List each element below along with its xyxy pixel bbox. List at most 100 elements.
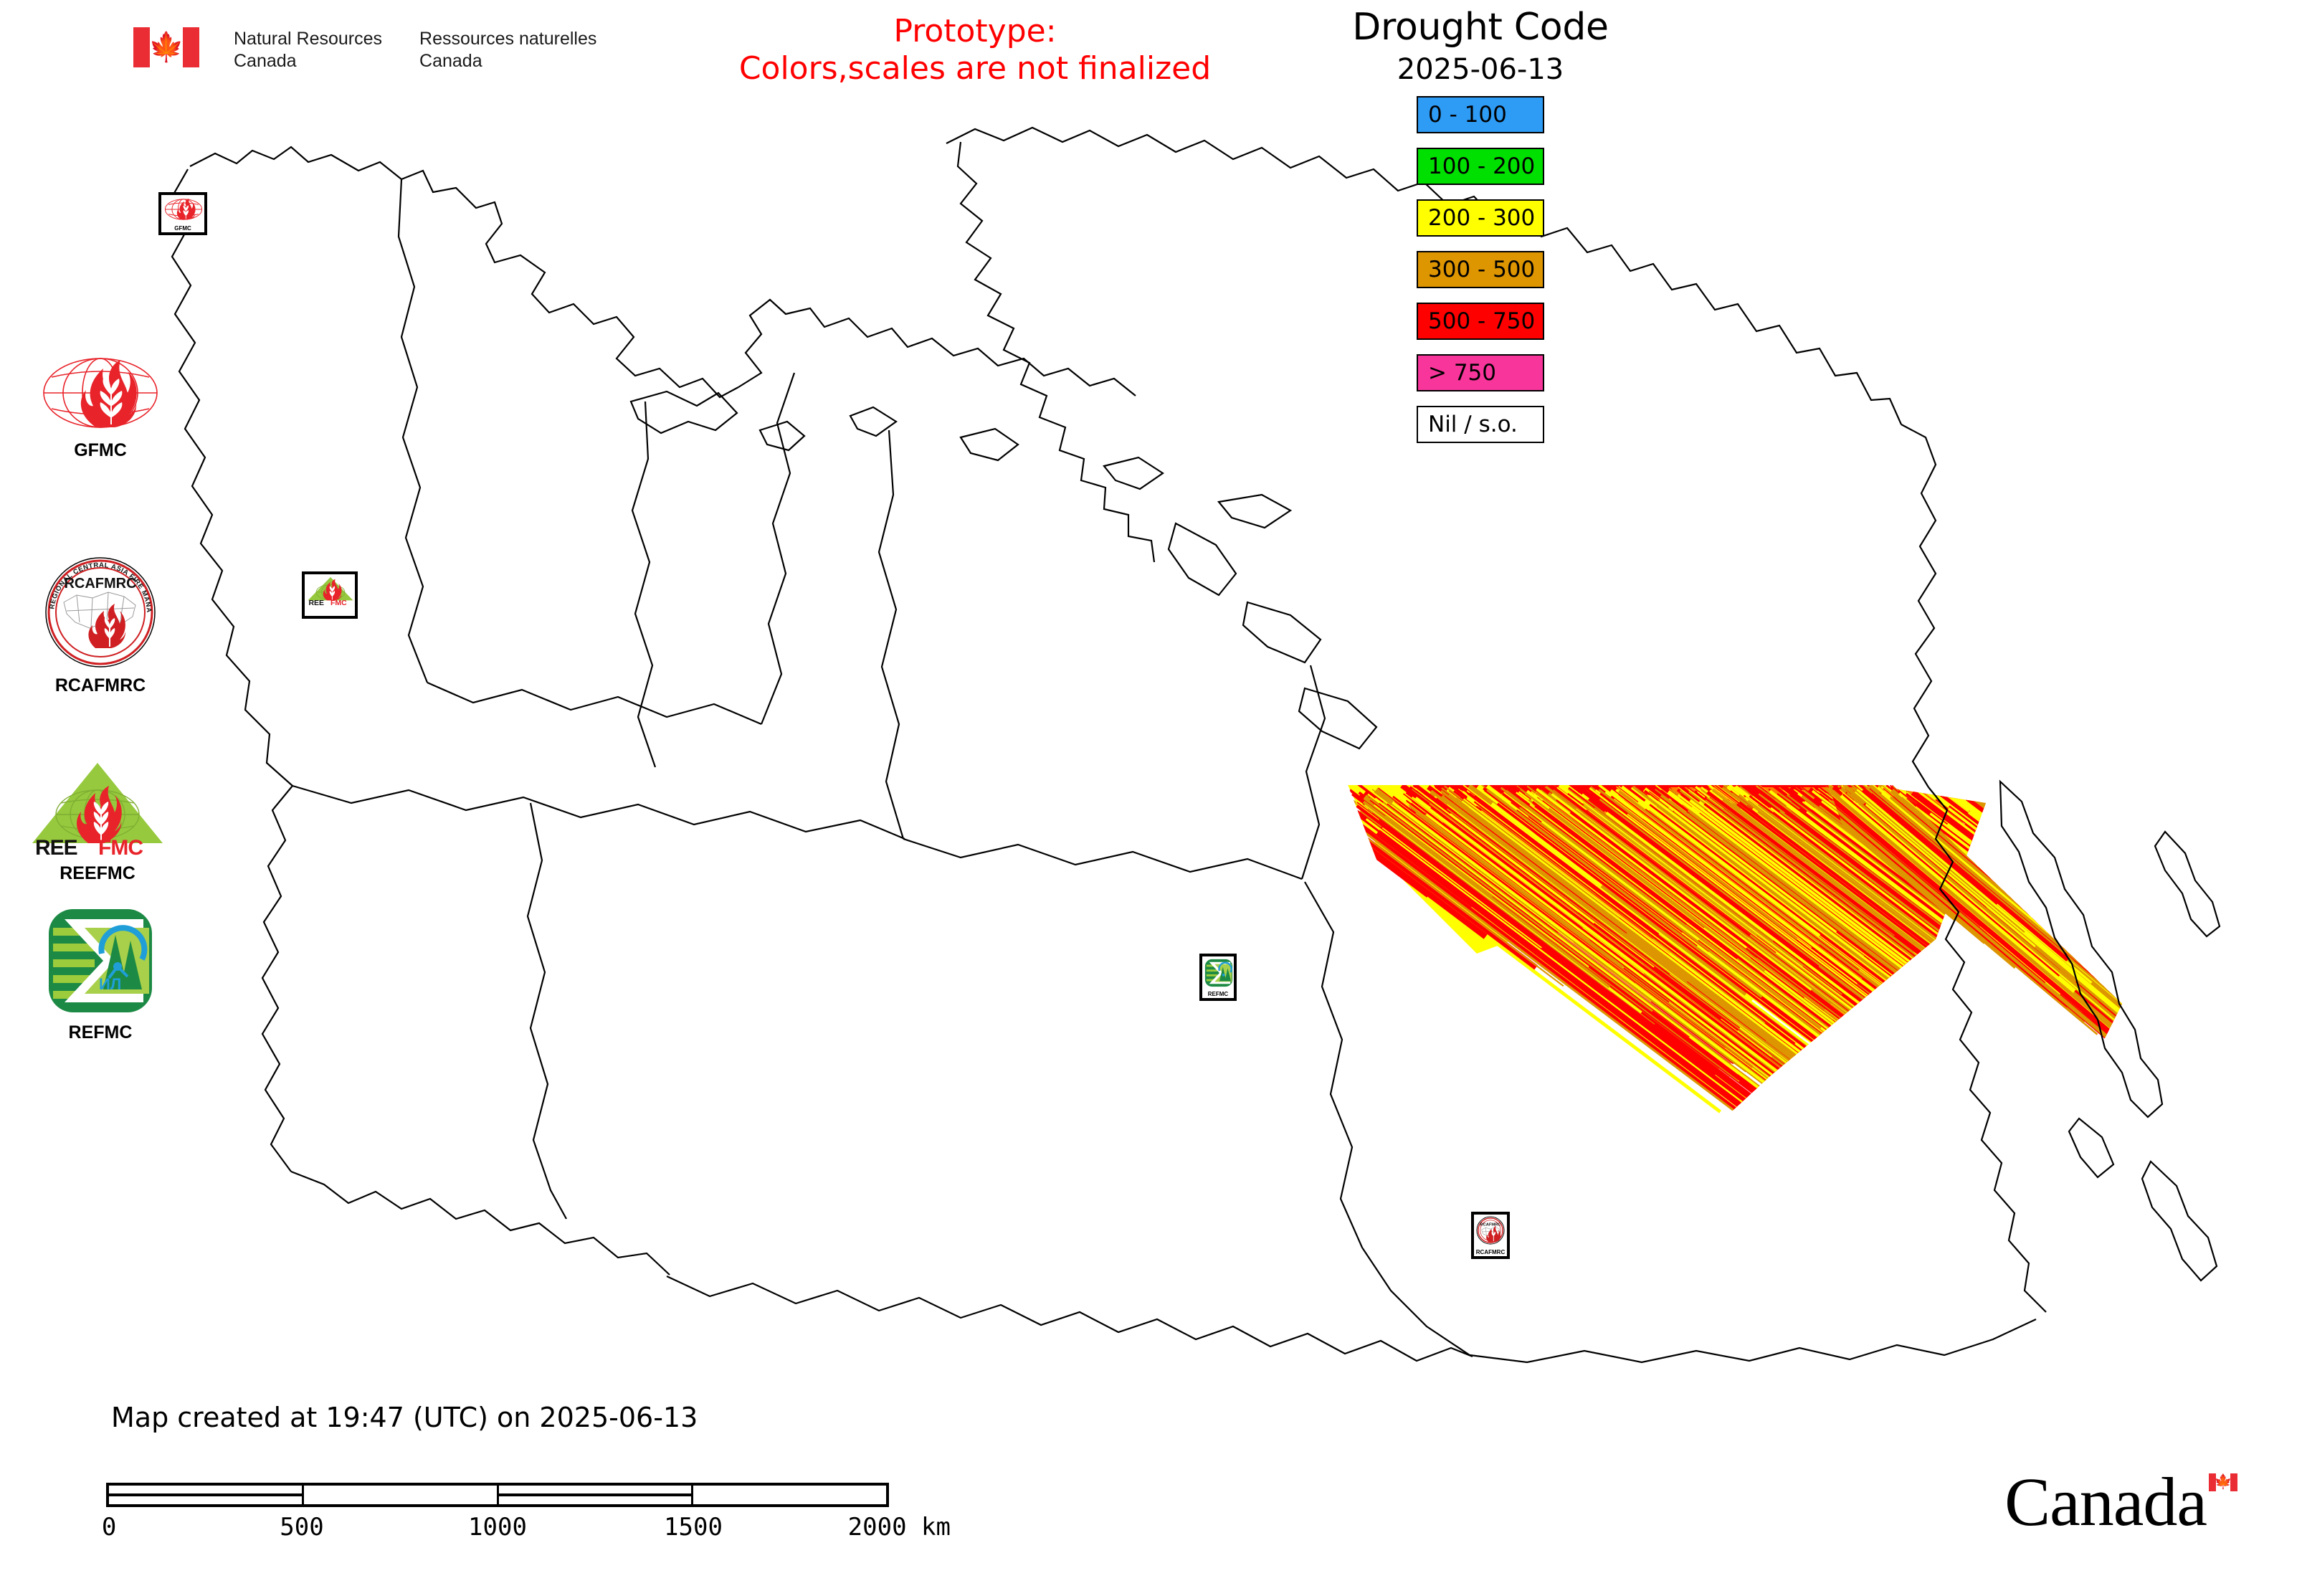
raster-streak	[1757, 804, 1986, 1043]
map-marker-refmc-caption: REFMC	[1207, 991, 1229, 997]
legend-title: Drought Code	[1352, 6, 1609, 49]
raster-streak	[1585, 786, 1938, 1053]
svg-text:REE: REE	[308, 599, 324, 606]
raster-streak	[1739, 801, 1986, 1052]
logo-gfmc-caption: GFMC	[74, 440, 127, 460]
raster-streak	[1352, 822, 1767, 1136]
raster-streak	[1583, 804, 1758, 936]
raster-streak	[1806, 811, 1986, 998]
raster-streak	[1531, 801, 1845, 1037]
raster-streak	[1529, 804, 1919, 1098]
scalebar-segment	[304, 1486, 499, 1504]
raster-streak	[1348, 826, 1488, 939]
raster-streak	[1376, 830, 1822, 1168]
raster-streak	[1542, 799, 1804, 999]
map-marker-refmc[interactable]: REFMC	[1199, 954, 1237, 1001]
map-marker-rcafmrc-caption: RCAFMRC	[1475, 1249, 1506, 1255]
raster-streak	[1846, 792, 2122, 1039]
raster-streak	[1356, 804, 1716, 1077]
legend-date: 2025-06-13	[1397, 53, 1564, 86]
legend: Drought Code 2025-06-13 0 - 100 100 - 200…	[1330, 6, 1631, 443]
raster-streak	[1586, 809, 1777, 954]
raster-streak	[1749, 794, 1986, 1162]
raster-streak	[1635, 797, 1986, 1159]
legend-item-label: Nil / s.o.	[1428, 412, 1518, 437]
svg-text:FMC: FMC	[330, 599, 347, 606]
raster-streak	[1647, 794, 1956, 1028]
raster-streak	[1828, 801, 2046, 984]
raster-streak	[1842, 793, 2060, 977]
legend-item-3[interactable]: 300 - 500	[1417, 251, 1544, 288]
gfmc-globe-flame-icon	[164, 198, 203, 220]
legend-item-1[interactable]: 100 - 200	[1417, 148, 1544, 185]
scalebar-tick: 1500	[664, 1513, 723, 1542]
raster-streak	[1828, 802, 2098, 1035]
legend-item-5[interactable]: > 750	[1417, 354, 1544, 391]
raster-streak	[1414, 787, 1595, 924]
nrcan-label-en: Natural Resources Canada	[234, 29, 383, 71]
legend-item-6[interactable]: Nil / s.o.	[1417, 406, 1544, 443]
raster-streak	[1548, 807, 1766, 972]
raster-streak	[1415, 797, 1832, 1111]
raster-streak	[1576, 808, 1930, 1075]
scalebar-segment	[109, 1486, 304, 1504]
raster-streak	[1362, 804, 1655, 1025]
reefmc-word-dark: REE	[35, 836, 77, 859]
raster-streak	[1506, 787, 1873, 1065]
raster-streak	[1490, 802, 1603, 888]
raster-streak	[1553, 789, 1769, 952]
raster-streak	[1450, 812, 1655, 968]
gfmc-globe-flame-icon	[36, 350, 165, 436]
raster-streak	[1852, 787, 2025, 934]
raster-streak	[1381, 827, 1542, 949]
raster-streak	[1598, 789, 1798, 940]
legend-item-4[interactable]: 500 - 750	[1417, 303, 1544, 340]
raster-streak	[1703, 802, 1916, 964]
raster-streak	[1441, 795, 1688, 982]
raster-streak	[1707, 790, 1959, 982]
svg-text:ИЛ: ИЛ	[99, 975, 121, 993]
legend-item-2[interactable]: 200 - 300	[1417, 199, 1544, 237]
raster-streak	[1520, 789, 1695, 921]
raster-streak	[1828, 803, 1986, 944]
raster-streak	[1382, 802, 1880, 1169]
logo-reefmc: REE FMC REEFMC	[26, 759, 169, 884]
legend-item-label: 200 - 300	[1428, 205, 1536, 231]
scalebar-track	[106, 1483, 889, 1507]
raster-streak	[1444, 785, 1620, 919]
raster-streak	[1731, 803, 1955, 973]
raster-streak	[1880, 792, 2075, 956]
map-coastlines	[169, 126, 2221, 1364]
canada-wordmark: Canada 🍁	[2004, 1463, 2237, 1540]
raster-streak	[1589, 787, 1887, 1012]
scalebar-ticks: 0 500 1000 1500 2000 km	[102, 1513, 951, 1546]
raster-streak	[1537, 803, 1865, 1051]
nrcan-wordmark: 🍁 Natural Resources Canada Ressources na…	[133, 27, 596, 72]
raster-streak	[1365, 818, 1746, 1106]
canada-wordmark-text: Canada	[2004, 1463, 2207, 1540]
raster-streak	[1692, 792, 1895, 945]
legend-item-label: 100 - 200	[1428, 153, 1536, 179]
raster-streak	[1579, 812, 1898, 1053]
raster-streak	[1531, 791, 1903, 1072]
map-marker-gfmc[interactable]: GFMC	[158, 192, 207, 235]
raster-streak	[1678, 787, 1881, 941]
legend-item-0[interactable]: 0 - 100	[1417, 96, 1544, 133]
map-marker-reefmc[interactable]: REE FMC REE FMC	[302, 571, 358, 619]
map-marker-rcafmrc[interactable]: RCAFMRC RCAFMRC	[1471, 1212, 1510, 1259]
raster-streak	[1369, 797, 1653, 1012]
raster-streak	[1473, 801, 1796, 1045]
raster-streak	[1403, 793, 1632, 967]
scalebar-tick: 1000	[468, 1513, 527, 1542]
refmc-sigma-icon: ИЛ	[43, 903, 158, 1018]
canada-flag-icon: 🍁	[133, 27, 199, 67]
prototype-notice-line2: Colors,scales are not finalized	[738, 49, 1212, 87]
raster-streak	[1862, 802, 1988, 910]
raster-streak	[1453, 797, 1887, 1124]
legend-item-label: 500 - 750	[1428, 308, 1536, 334]
logo-rcafmrc: REGIONAL CENTRAL ASIA FIRE MANAGEMENT RE…	[29, 545, 172, 696]
raster-streak	[1852, 800, 2122, 1036]
raster-streak	[1869, 793, 2069, 961]
logo-refmc-caption: REFMC	[68, 1022, 133, 1042]
